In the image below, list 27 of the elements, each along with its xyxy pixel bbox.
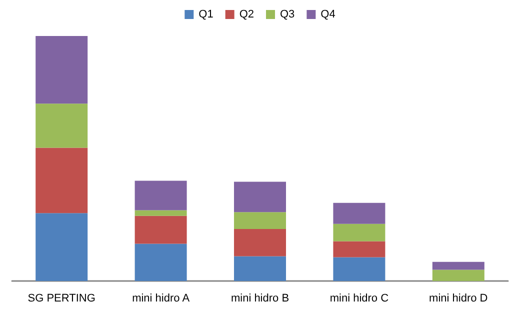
- legend-label: Q1: [198, 8, 214, 20]
- bar: [234, 229, 286, 256]
- legend-label: Q2: [239, 8, 254, 20]
- bar: [134, 210, 187, 216]
- bar: [134, 180, 187, 210]
- legend-label: Q4: [320, 8, 336, 20]
- bar: [432, 262, 484, 270]
- legend-label: Q3: [280, 8, 295, 20]
- bar: [333, 241, 386, 258]
- x-tick-label: mini hidro D: [429, 292, 488, 304]
- bar: [134, 244, 187, 281]
- bar: [134, 216, 187, 244]
- bar: [234, 182, 286, 212]
- bar: [234, 256, 286, 281]
- bar: [333, 202, 386, 224]
- x-tick-label: mini hidro A: [132, 292, 190, 304]
- bar: [36, 104, 88, 148]
- bar: [234, 212, 286, 230]
- x-tick-label: mini hidro C: [330, 292, 389, 304]
- bar: [36, 36, 88, 104]
- x-tick-label: mini hidro B: [230, 292, 290, 304]
- bar: [36, 213, 88, 281]
- x-tick-label: SG PERTING: [28, 292, 96, 304]
- bar: [432, 270, 484, 281]
- bar: [333, 224, 386, 242]
- bar: [36, 148, 88, 214]
- bar: [333, 257, 386, 281]
